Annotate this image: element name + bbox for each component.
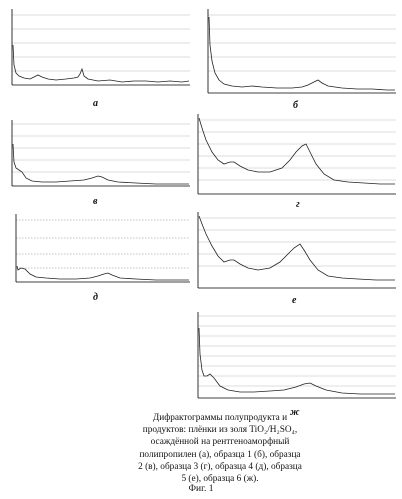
figure-caption: Дифрактограммы полупродукта и продуктов:… [100, 412, 340, 485]
diffractogram-plot-v [11, 120, 190, 187]
caption-line: продуктов: плёнки из золя TiO₂/H₂SO₄, [142, 425, 298, 436]
diffractogram-panel-v [6, 116, 192, 192]
panel-label-g: г [296, 199, 300, 210]
diffractogram-plot-d [15, 214, 190, 283]
panel-label-a: а [93, 98, 98, 109]
panel-label-d: д [93, 292, 98, 303]
panel-label-zh: ж [290, 407, 300, 418]
diffractogram-panel-g [192, 110, 398, 202]
caption-line: осаждённой на рентгеноаморфный [150, 437, 290, 448]
diffractogram-panel-e [192, 208, 398, 294]
caption-line: Дифрактограммы полупродукта и [152, 413, 288, 423]
diffractogram-plot-e [197, 212, 396, 289]
diffractogram-panel-b [202, 5, 398, 98]
panel-label-b: б [293, 100, 298, 111]
diffractogram-panel-zh [192, 308, 398, 404]
caption-line: полипропилен (а), образца 1 (б), образца [139, 449, 301, 460]
diffractogram-panel-a [6, 5, 192, 90]
diffractogram-panel-d [6, 210, 192, 286]
diffractogram-plot-g [197, 114, 396, 195]
figure-label: Фиг. 1 [188, 484, 214, 494]
panel-label-v: в [93, 196, 98, 207]
panel-label-e: е [292, 295, 297, 306]
diffractogram-plot-a [11, 9, 190, 86]
caption-line: 2 (в), образца 3 (г), образца 4 (д), обр… [138, 461, 302, 472]
diffractogram-plot-b [207, 9, 396, 94]
diffractogram-plot-zh [197, 312, 396, 399]
caption-line: 5 (е), образца 6 (ж). [181, 474, 259, 485]
